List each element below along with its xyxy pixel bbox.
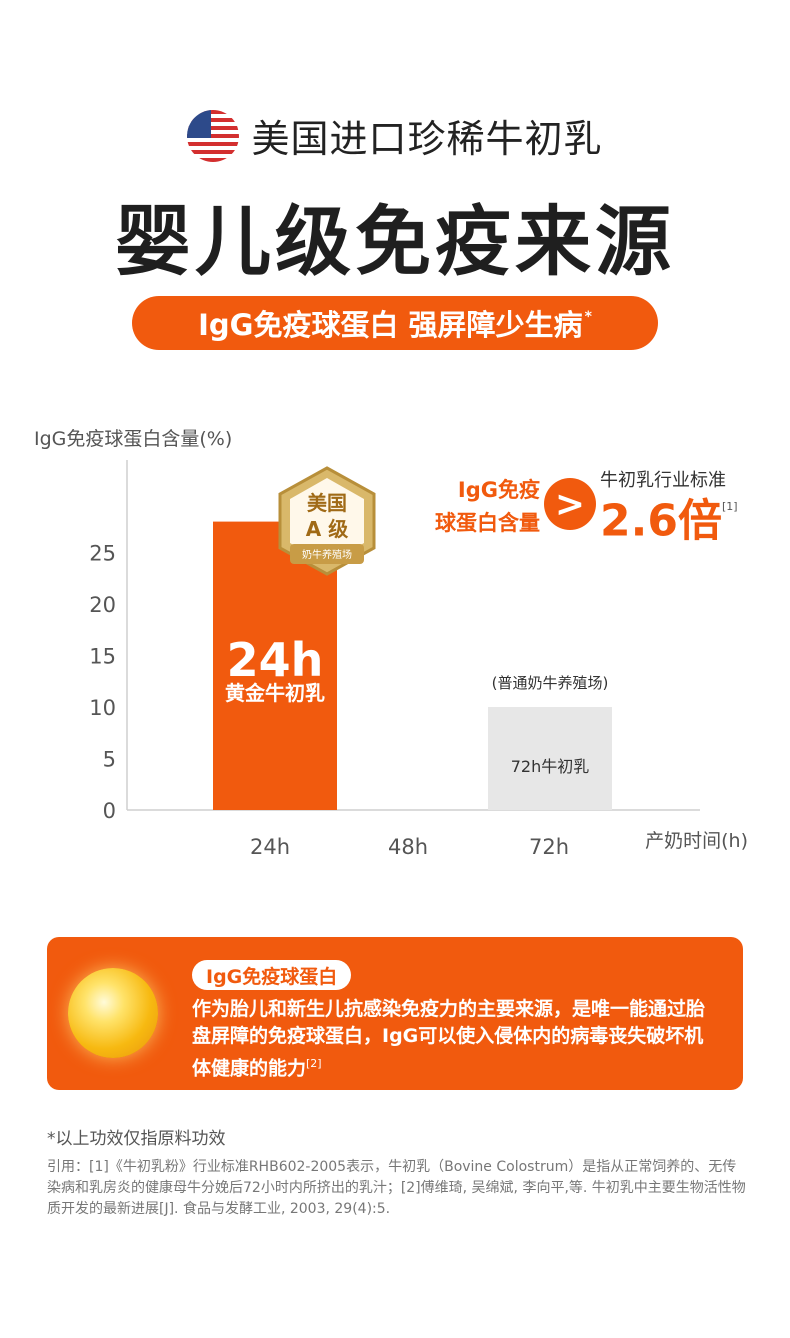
- x-tick-label: 72h: [529, 835, 569, 859]
- multiplier-value: 2.6倍[1]: [600, 492, 738, 547]
- panel-description: 作为胎儿和新生儿抗感染免疫力的主要来源，是唯一能通过胎盘屏障的免疫球蛋白，IgG…: [192, 996, 712, 1082]
- callout-line2: 球蛋白含量: [435, 511, 540, 535]
- y-tick-label: 15: [89, 645, 116, 669]
- callout-line1: IgG免疫: [457, 478, 540, 502]
- x-tick-label: 24h: [250, 835, 290, 859]
- origin-text: 美国进口珍稀牛初乳: [251, 117, 603, 161]
- y-tick-label: 10: [89, 696, 116, 720]
- us-flag-icon: [187, 109, 240, 162]
- y-tick-label: 5: [103, 748, 116, 772]
- bar-small-label: 黄金牛初乳: [225, 681, 325, 705]
- secondary-bar-label: 72h牛初乳: [511, 757, 590, 776]
- x-axis-title: 产奶时间(h): [645, 830, 748, 852]
- bar-72h: [488, 707, 612, 810]
- usa-grade-a-badge: 美国 A 级 奶牛养殖场: [276, 466, 378, 582]
- origin-header: 美国进口珍稀牛初乳: [0, 108, 790, 166]
- secondary-bar-note: (普通奶牛养殖场): [492, 674, 609, 692]
- multiplier-number: 2.6倍: [600, 495, 722, 547]
- info-panel: [47, 937, 743, 1090]
- y-tick-label: 25: [89, 542, 116, 566]
- badge-line1: 美国: [307, 491, 347, 515]
- benefit-pill: IgG免疫球蛋白 强屏障少生病 *: [132, 296, 658, 350]
- benefit-pill-mark: *: [584, 309, 592, 325]
- x-tick-label: 48h: [388, 835, 428, 859]
- y-tick-label: 0: [103, 799, 116, 823]
- chevron-right-icon: >: [544, 478, 596, 530]
- y-tick-label: 20: [89, 593, 116, 617]
- softgel-orb-icon: [68, 968, 158, 1058]
- y-axis-title: IgG免疫球蛋白含量(%): [34, 428, 232, 450]
- industry-standard-label: 牛初乳行业标准: [600, 470, 726, 491]
- callout-value: 牛初乳行业标准 2.6倍[1]: [600, 466, 738, 547]
- igg-bar-chart: IgG免疫球蛋白含量(%) 0 5 10 15 20 25 24h 48h 72h 产奶时间(h) 2…: [34, 428, 748, 859]
- badge-ribbon: 奶牛养殖场: [302, 548, 352, 561]
- references: 引用：[1]《牛初乳粉》行业标准RHB602-2005表示，牛初乳（Bovine…: [47, 1159, 746, 1217]
- panel-tag: IgG免疫球蛋白: [192, 960, 352, 990]
- bar-big-label: 24h: [227, 633, 324, 687]
- callout-label: IgG免疫 球蛋白含量: [424, 474, 540, 540]
- multiplier-ref: [1]: [721, 500, 738, 513]
- headline: 婴儿级免疫来源: [115, 197, 675, 286]
- disclaimer: *以上功效仅指原料功效: [47, 1129, 226, 1149]
- panel-ref: [2]: [306, 1057, 322, 1070]
- badge-line2: A 级: [306, 517, 348, 541]
- panel-text: 作为胎儿和新生儿抗感染免疫力的主要来源，是唯一能通过胎盘屏障的免疫球蛋白，IgG…: [192, 998, 706, 1080]
- benefit-pill-text: IgG免疫球蛋白 强屏障少生病: [198, 308, 583, 342]
